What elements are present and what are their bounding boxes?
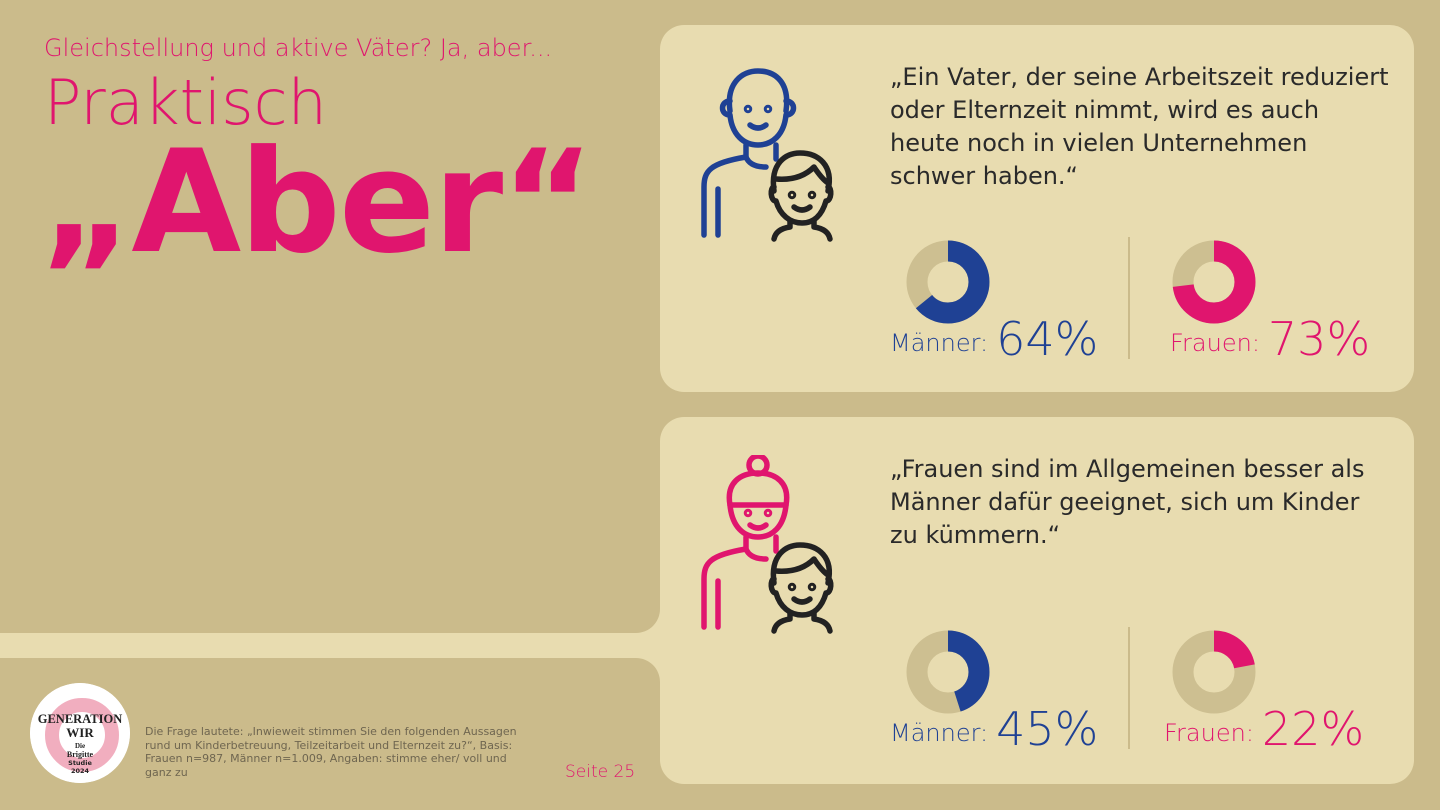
svg-text:2024: 2024 (71, 767, 90, 775)
methodology-note: Die Frage lautete: „Inwieweit stimmen Si… (145, 725, 517, 779)
statement-2: „Frauen sind im Allgemeinen besser als M… (890, 455, 1365, 549)
women-value-2: 22% (1261, 702, 1365, 756)
svg-text:GENERATION: GENERATION (38, 712, 123, 726)
svg-text:WIR: WIR (66, 725, 94, 740)
men-label-text: Männer: (890, 329, 989, 357)
title-line-1: Praktisch (44, 66, 327, 139)
svg-text:Brigitte: Brigitte (67, 750, 94, 759)
father-child-icon (701, 68, 834, 242)
divider (1128, 627, 1130, 749)
statement-1: „Ein Vater, der seine Arbeitszeit reduzi… (890, 63, 1389, 190)
donut-arc-women-2 (1172, 630, 1256, 714)
statement-panel-2: „Frauen sind im Allgemeinen besser als M… (660, 417, 1414, 784)
women-value-1: 73% (1267, 312, 1371, 366)
svg-text:Die: Die (75, 742, 85, 750)
page-number: Seite 25 (565, 762, 636, 782)
donut-arc-men-2 (906, 630, 990, 714)
women-label-text: Frauen: (1164, 719, 1254, 747)
left-area (0, 0, 660, 633)
donut-men-2 (906, 630, 990, 714)
women-label-2: Frauen: 22% (1164, 702, 1364, 756)
title-line-2: „Aber“ (40, 120, 595, 285)
men-label-1: Männer: 64% (890, 312, 1098, 366)
svg-text:Studie: Studie (68, 759, 92, 767)
women-label-text: Frauen: (1170, 329, 1260, 357)
generation-wir-logo: GENERATION WIR Die Brigitte Studie 2024 (30, 683, 130, 783)
men-value-1: 64% (996, 312, 1099, 366)
kicker: Gleichstellung und aktive Väter? Ja, abe… (44, 34, 553, 62)
statement-panel-1: „Ein Vater, der seine Arbeitszeit reduzi… (660, 25, 1414, 392)
donut-arc-men-1 (906, 240, 990, 324)
divider (1128, 237, 1130, 359)
donut-men-1 (906, 240, 990, 324)
donut-arc-women-1 (1172, 240, 1256, 324)
donut-women-2 (1172, 630, 1256, 714)
mother-child-icon (701, 455, 834, 634)
donut-women-1 (1172, 240, 1256, 324)
women-label-1: Frauen: 73% (1170, 312, 1370, 366)
men-label-2: Männer: 45% (890, 702, 1098, 756)
men-label-text: Männer: (890, 719, 989, 747)
men-value-2: 45% (996, 702, 1099, 756)
